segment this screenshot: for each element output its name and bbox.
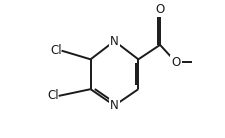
Text: O: O	[171, 56, 180, 69]
Text: Cl: Cl	[47, 89, 58, 102]
Text: N: N	[110, 99, 118, 112]
Text: Cl: Cl	[50, 44, 61, 57]
Text: N: N	[110, 34, 118, 47]
Text: O: O	[155, 3, 164, 16]
